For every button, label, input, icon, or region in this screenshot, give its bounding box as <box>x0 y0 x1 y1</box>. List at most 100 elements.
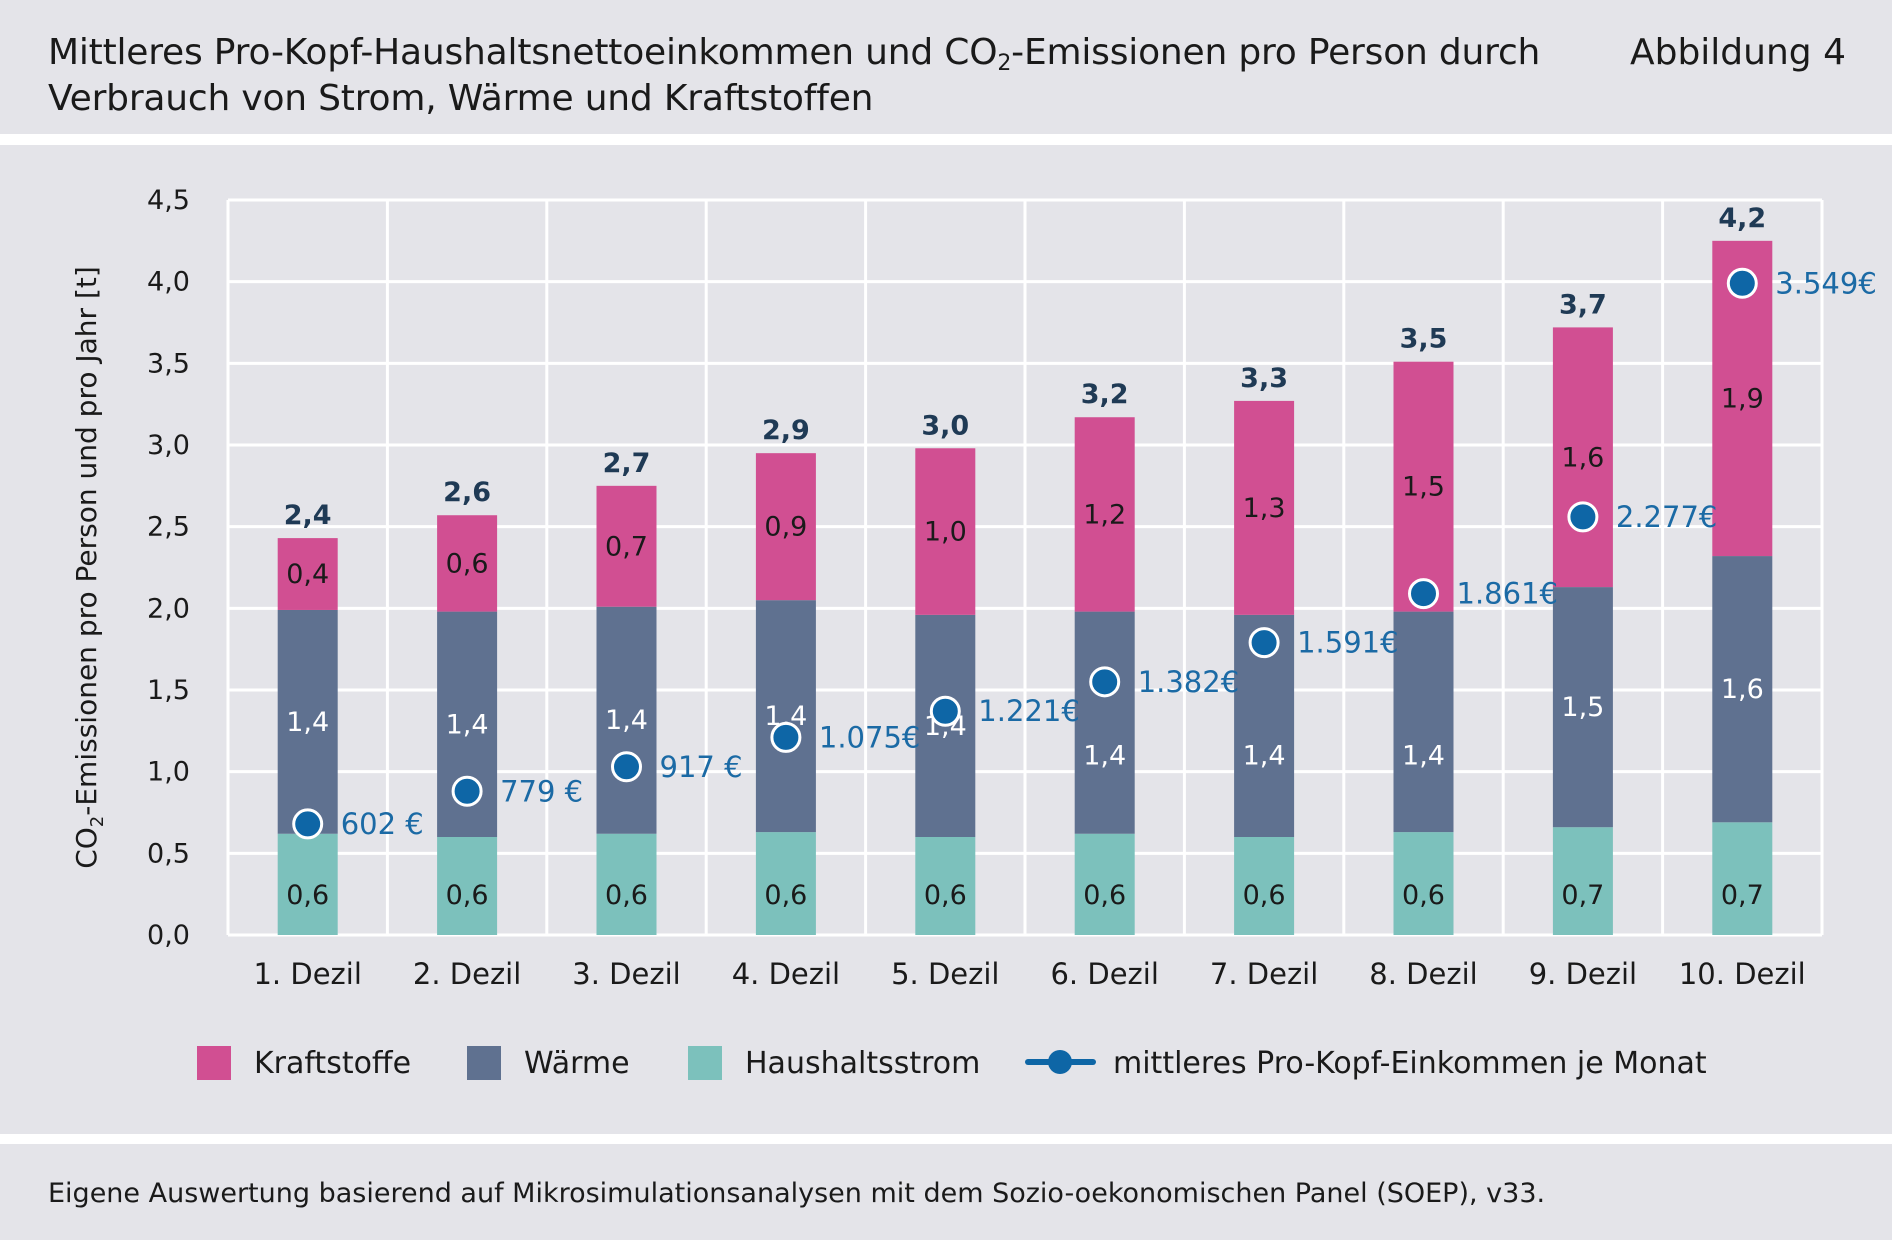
bar-segment-kraftstoffe <box>1074 417 1135 612</box>
bar-value-label: 1,2 <box>1083 499 1126 530</box>
bar-segment-kraftstoffe <box>437 515 498 612</box>
income-label: 1.591€ <box>1297 626 1398 660</box>
bar-segment-kraftstoffe <box>755 453 816 601</box>
bar-segment-kraftstoffe <box>1234 400 1295 615</box>
bar-segment-kraftstoffe <box>277 538 338 610</box>
bar-segment-kraftstoffe <box>915 448 976 615</box>
income-label: 602 € <box>341 807 424 841</box>
stacked-bar-chart: 0,0 0,5 1,0 1,5 2,0 2,5 3,0 3,5 4,0 4,5 CO2-Emissi… <box>70 185 1877 1081</box>
bar-total-label: 3,7 <box>1559 289 1607 320</box>
x-tick-label: 8. Dezil <box>1369 957 1477 991</box>
x-tick-label: 2. Dezil <box>413 957 521 991</box>
bar-value-label: 1,4 <box>605 705 648 736</box>
bar-value-label: 1,4 <box>1083 740 1126 771</box>
bar-value-label: 0,6 <box>764 880 807 911</box>
bar-segment-waerme <box>1712 556 1773 823</box>
bar-value-label: 0,6 <box>924 880 967 911</box>
x-tick-label: 6. Dezil <box>1050 957 1158 991</box>
income-label: 2.277€ <box>1616 500 1717 534</box>
income-point <box>611 751 642 783</box>
bar-total-label: 3,3 <box>1240 363 1288 394</box>
bar-segment-kraftstoffe <box>1393 361 1454 612</box>
bar-value-label: 1,5 <box>1561 692 1604 723</box>
bar-value-label: 1,4 <box>446 709 489 740</box>
y-tick-label: 0,0 <box>147 920 190 951</box>
x-tick-label: 5. Dezil <box>891 957 999 991</box>
income-point <box>451 775 483 807</box>
bar-value-label: 0,7 <box>1721 880 1764 911</box>
y-axis-label-part2: -Emissionen pro Person und pro Jahr [t] <box>70 266 103 816</box>
bar-total-label: 3,0 <box>921 410 969 441</box>
bar-value-label: 1,9 <box>1721 383 1764 414</box>
bar-segment-kraftstoffe <box>596 485 657 607</box>
bar-total-label: 2,6 <box>443 477 491 508</box>
bar-value-label: 0,7 <box>1561 880 1604 911</box>
title-text-part2: -Emissionen pro Person durch <box>1011 32 1541 73</box>
legend-kraftstoffe-swatch <box>197 1046 231 1080</box>
bar-value-label: 0,6 <box>605 880 648 911</box>
bar-value-label: 1,4 <box>286 707 329 738</box>
y-tick-label: 3,5 <box>147 348 190 379</box>
income-point <box>770 721 802 753</box>
title-text-part1: Mittleres Pro-Kopf-Haushaltsnettoeinkomm… <box>48 32 998 73</box>
bar-segment-haushaltsstrom <box>915 837 976 935</box>
x-tick-label: 4. Dezil <box>732 957 840 991</box>
bar-total-label: 3,2 <box>1081 379 1129 410</box>
y-tick-label: 4,5 <box>147 185 190 216</box>
bar-total-label: 2,4 <box>284 500 332 531</box>
bar-value-label: 1,5 <box>1402 472 1445 503</box>
legend-income-marker <box>1048 1050 1072 1074</box>
bar-total-label: 2,7 <box>603 448 651 479</box>
y-tick-label: 0,5 <box>147 838 190 869</box>
legend-haushaltsstrom-label: Haushaltsstrom <box>745 1046 980 1081</box>
income-label: 779 € <box>500 774 583 808</box>
bar-segment-waerme <box>755 600 816 833</box>
bar-segment-waerme <box>1552 587 1613 828</box>
bar-segment-haushaltsstrom <box>1234 837 1295 935</box>
figure-label: Abbildung 4 <box>1629 32 1846 73</box>
y-tick-label: 2,0 <box>147 593 190 624</box>
y-axis-label: CO2-Emissionen pro Person und pro Jahr [… <box>70 266 108 869</box>
legend-haushaltsstrom-swatch <box>688 1046 722 1080</box>
bar-segment-haushaltsstrom <box>1393 832 1454 935</box>
bar-segment-waerme <box>596 606 657 834</box>
bar-segment-haushaltsstrom <box>596 833 657 935</box>
bar-total-label: 3,5 <box>1400 324 1448 355</box>
y-axis-label-subscript: 2 <box>87 816 108 827</box>
bar-value-label: 1,0 <box>924 517 967 548</box>
bar-value-label: 0,6 <box>286 880 329 911</box>
x-tick-label: 9. Dezil <box>1529 957 1637 991</box>
bar-segment-haushaltsstrom <box>755 832 816 935</box>
y-tick-label: 2,5 <box>147 512 190 543</box>
bar-segment-haushaltsstrom <box>1074 833 1135 935</box>
income-label: 1.221€ <box>978 694 1079 728</box>
income-point <box>292 808 324 840</box>
header-band <box>0 0 1892 134</box>
legend-waerme-label: Wärme <box>524 1046 630 1081</box>
bar-segment-waerme <box>277 609 338 834</box>
income-point <box>1248 627 1280 659</box>
legend-waerme-swatch <box>467 1046 501 1080</box>
bar-total-label: 4,2 <box>1718 203 1766 234</box>
bar-value-label: 0,6 <box>1402 880 1445 911</box>
bar-value-label: 0,6 <box>1083 880 1126 911</box>
bar-segment-waerme <box>1074 611 1135 834</box>
income-label: 1.075€ <box>819 720 920 754</box>
income-label: 1.382€ <box>1138 665 1239 699</box>
income-point <box>1408 578 1439 610</box>
bar-value-label: 0,6 <box>446 548 489 579</box>
bar-segment-haushaltsstrom <box>1552 827 1613 935</box>
bar-value-label: 1,4 <box>1243 740 1286 771</box>
bar-segment-haushaltsstrom <box>437 837 498 935</box>
title-subscript: 2 <box>997 51 1012 76</box>
x-tick-label: 7. Dezil <box>1210 957 1318 991</box>
x-tick-label: 1. Dezil <box>253 957 361 991</box>
bar-value-label: 1,6 <box>1561 442 1604 473</box>
bar-segment-waerme <box>1393 611 1454 833</box>
x-tick-label: 10. Dezil <box>1679 957 1806 991</box>
bar-total-label: 2,9 <box>762 415 810 446</box>
income-point <box>1567 501 1599 533</box>
income-point <box>1726 267 1758 299</box>
bar-value-label: 1,3 <box>1243 493 1286 524</box>
y-tick-label: 1,5 <box>147 675 190 706</box>
